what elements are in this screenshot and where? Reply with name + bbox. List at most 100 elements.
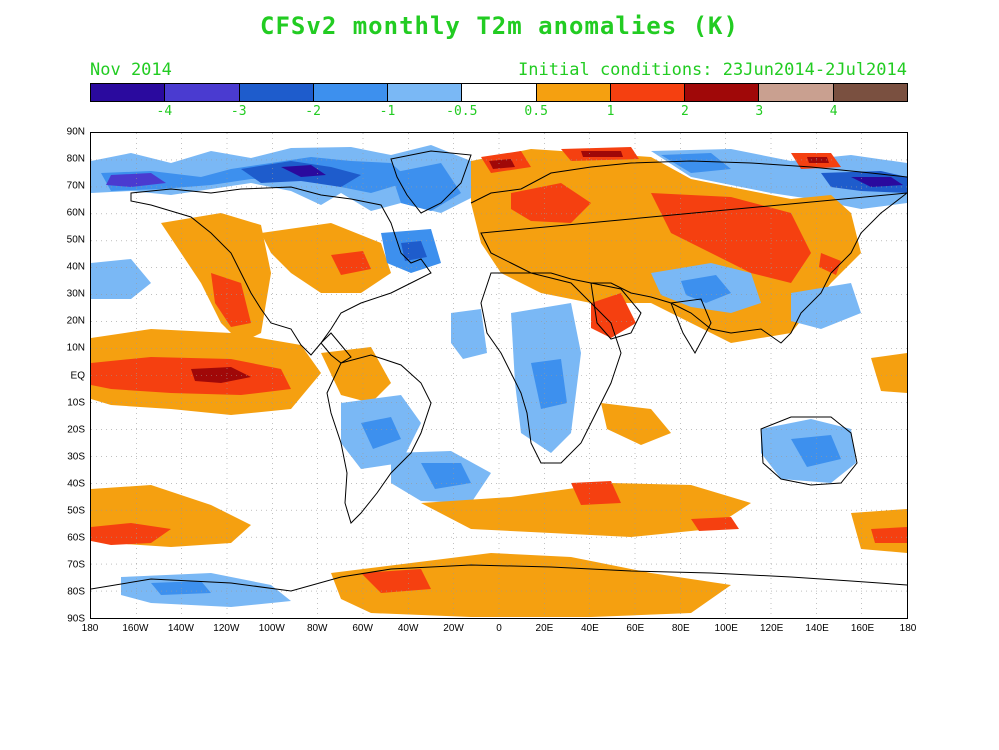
longitude-label: 140E bbox=[805, 623, 829, 634]
latitude-label: 10S bbox=[67, 397, 85, 409]
cold-region-hudson-core bbox=[401, 241, 427, 261]
latitude-label: 40N bbox=[66, 261, 85, 273]
color-legend-label: 2 bbox=[680, 104, 689, 119]
color-legend-swatch bbox=[462, 84, 537, 101]
warm-region-antarctic-core bbox=[361, 569, 431, 593]
latitude-label: 30N bbox=[66, 288, 85, 300]
latitude-label: 90S bbox=[67, 613, 85, 625]
longitude-label: 180 bbox=[899, 623, 917, 634]
color-legend-swatch bbox=[388, 84, 463, 101]
latitude-label: EQ bbox=[70, 370, 85, 381]
color-legend-swatch bbox=[239, 84, 314, 101]
coastlines bbox=[91, 150, 907, 592]
color-legend-label: 0.5 bbox=[524, 104, 548, 119]
latitude-label: 10N bbox=[66, 342, 85, 354]
latitude-label: 60S bbox=[67, 532, 85, 544]
longitude-label: 120W bbox=[213, 623, 240, 634]
latitude-label: 20N bbox=[66, 315, 85, 327]
warm-region-east-pacific bbox=[871, 353, 907, 393]
warm-region-antarctic bbox=[331, 553, 731, 617]
coast-india bbox=[670, 298, 712, 355]
color-legend-label: 1 bbox=[606, 104, 615, 119]
color-legend-label: 3 bbox=[755, 104, 764, 119]
cold-region-north-pacific bbox=[91, 259, 151, 299]
color-legend-swatch bbox=[313, 84, 389, 101]
color-legend-swatch bbox=[536, 84, 611, 101]
latitude-label: 90N bbox=[66, 126, 85, 138]
cold-region-amazon-core bbox=[361, 417, 401, 449]
cold-region-alaska bbox=[106, 173, 166, 187]
longitude-label: 0 bbox=[496, 623, 502, 634]
warm-region-indian-ocean bbox=[601, 403, 671, 445]
color-legend-swatch bbox=[610, 84, 686, 101]
latitude-label: 60N bbox=[66, 207, 85, 219]
coast-antarctica bbox=[91, 564, 907, 592]
warm-region-west-na-core bbox=[211, 273, 251, 327]
warm-region-eq-pacific-core bbox=[191, 367, 251, 383]
latitude-label: 70N bbox=[66, 180, 85, 192]
longitude-label: 20W bbox=[443, 623, 464, 634]
color-legend-swatch bbox=[833, 84, 907, 101]
longitude-label: 40E bbox=[580, 623, 599, 634]
initial-conditions-label: Initial conditions: 23Jun2014-2Jul2014 bbox=[518, 60, 907, 80]
warm-region-south-indian bbox=[691, 517, 739, 531]
map-panel bbox=[90, 132, 908, 619]
longitude-label: 40W bbox=[397, 623, 419, 634]
warm-region-arabia bbox=[591, 293, 636, 338]
longitude-label: 140W bbox=[167, 623, 194, 634]
color-legend-label: -4 bbox=[156, 104, 173, 119]
warm-region-south-pacific-strong bbox=[91, 523, 171, 545]
longitude-label: 20E bbox=[535, 623, 554, 634]
cold-region-africa-core bbox=[531, 359, 567, 409]
color-legend-swatch bbox=[91, 84, 166, 101]
warm-region-southern-ocean-core bbox=[571, 481, 621, 505]
cold-region-nw-pacific bbox=[791, 283, 861, 329]
warm-region-arctic-europe-core bbox=[489, 159, 515, 169]
warm-region-far-east-core bbox=[807, 157, 829, 163]
color-legend-label: -2 bbox=[305, 104, 321, 119]
color-legend-label: -1 bbox=[379, 104, 396, 119]
longitude-label: 120E bbox=[759, 623, 784, 634]
warm-region-east-na-core bbox=[331, 251, 371, 275]
anomaly-map bbox=[91, 133, 907, 618]
cold-region-south-atlantic-core bbox=[421, 463, 471, 489]
color-legend-label: -3 bbox=[230, 104, 247, 119]
longitude-label: 160E bbox=[850, 623, 875, 634]
cold-region-australia-core bbox=[791, 435, 841, 467]
coast-north-america bbox=[130, 186, 432, 364]
longitude-label: 60E bbox=[626, 623, 645, 634]
coast-greenland bbox=[390, 150, 472, 214]
coast-australia bbox=[760, 416, 858, 486]
latitude-label: 50S bbox=[67, 505, 85, 517]
latitude-label: 20S bbox=[67, 424, 85, 436]
anomaly-field bbox=[91, 145, 907, 617]
latitude-label: 40S bbox=[67, 478, 85, 490]
warm-region-japan bbox=[819, 253, 841, 275]
longitude-label: 160W bbox=[122, 623, 149, 634]
warm-region-central-asia bbox=[651, 193, 811, 283]
cold-region-tibet-core bbox=[681, 275, 731, 303]
map-title: CFSv2 monthly T2m anomalies (K) bbox=[260, 12, 739, 40]
longitude-label: 80W bbox=[306, 623, 328, 634]
longitude-label: 100E bbox=[714, 623, 738, 634]
latitude-label: 30S bbox=[67, 451, 85, 463]
latitude-label: 80N bbox=[66, 153, 85, 165]
cold-region-canada-deep bbox=[281, 165, 326, 177]
warm-region-east-na bbox=[261, 223, 391, 293]
cold-region-subtropical-atlantic bbox=[451, 309, 487, 359]
month-label: Nov 2014 bbox=[90, 60, 172, 80]
cold-region-east-siberia-deep bbox=[851, 177, 903, 187]
latitude-label: 80S bbox=[67, 586, 85, 598]
latitude-label: 70S bbox=[67, 559, 85, 571]
longitude-label: 100W bbox=[258, 623, 285, 634]
color-legend-swatch bbox=[165, 84, 240, 101]
coast-south-america bbox=[326, 354, 432, 524]
color-legend-label: 4 bbox=[829, 104, 838, 119]
warm-region-south-far-core bbox=[871, 527, 907, 543]
map-grid bbox=[91, 133, 907, 618]
color-legend-swatch bbox=[685, 84, 760, 101]
color-legend bbox=[90, 83, 908, 102]
warm-region-north-russia-core bbox=[581, 151, 623, 157]
color-legend-label: -0.5 bbox=[446, 104, 478, 119]
cold-region-siberia-core bbox=[661, 153, 731, 173]
